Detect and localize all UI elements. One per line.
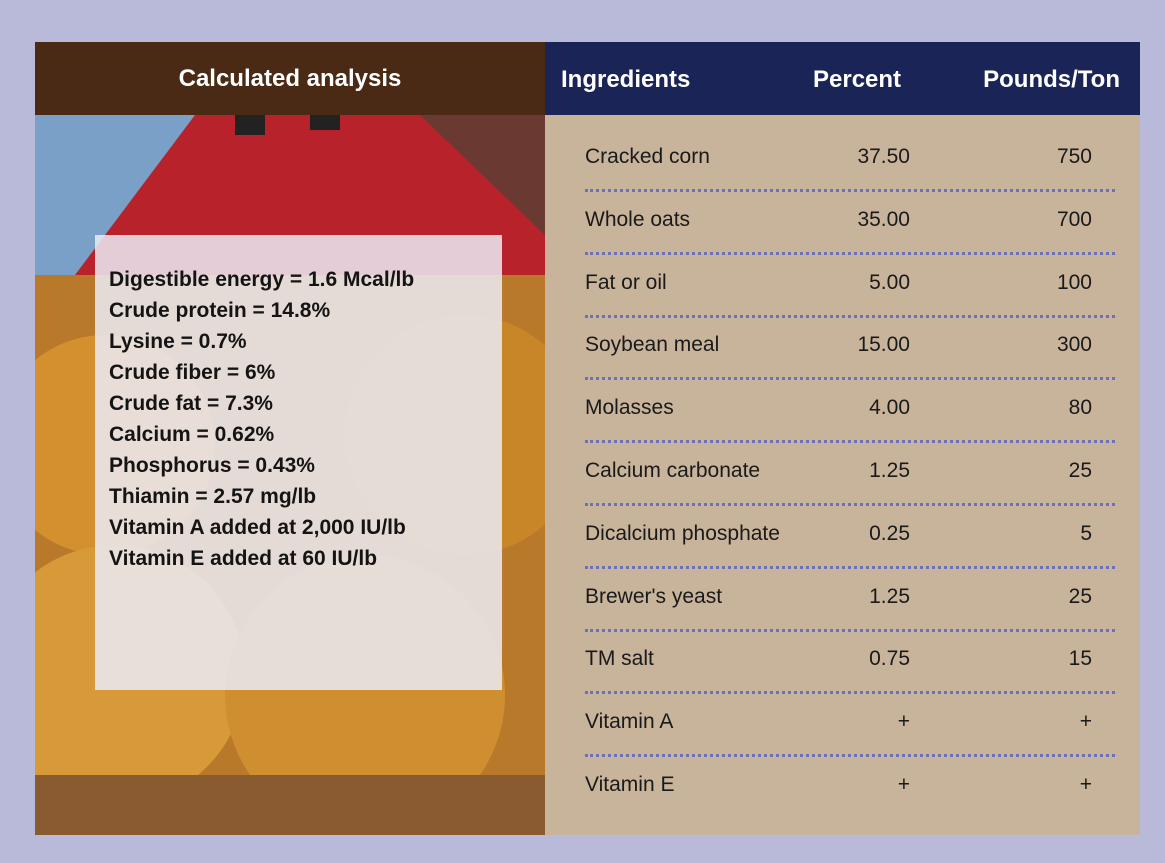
analysis-line: Crude fiber = 6%: [109, 361, 275, 385]
row-divider: [585, 503, 1115, 506]
pounds-per-ton: 80: [1069, 396, 1092, 420]
pounds-per-ton: 5: [1080, 522, 1092, 546]
page: Calculated analysis Digestible energy = …: [0, 0, 1165, 863]
table-body: Cracked corn 37.50 750 Whole oats 35.00 700 Fa…: [545, 115, 1140, 835]
column-header: Pounds/Ton: [983, 66, 1120, 94]
pounds-per-ton: 25: [1069, 585, 1092, 609]
ingredient: Soybean meal: [585, 333, 719, 357]
ingredient: Vitamin E: [585, 773, 675, 797]
percent: 0.25: [869, 522, 910, 546]
pounds-per-ton: 25: [1069, 459, 1092, 483]
percent: 37.50: [857, 145, 910, 169]
analysis-line: Vitamin A added at 2,000 IU/lb: [109, 516, 406, 540]
row-divider: [585, 189, 1115, 192]
analysis-line: Lysine = 0.7%: [109, 330, 247, 354]
percent: 5.00: [869, 271, 910, 295]
ingredient: Brewer's yeast: [585, 585, 722, 609]
percent: 4.00: [869, 396, 910, 420]
ingredient: Cracked corn: [585, 145, 710, 169]
ingredient: Vitamin A: [585, 710, 673, 734]
analysis-title: Calculated analysis: [179, 65, 402, 93]
percent: 15.00: [857, 333, 910, 357]
analysis-line: Vitamin E added at 60 IU/lb: [109, 547, 377, 571]
analysis-line: Crude fat = 7.3%: [109, 392, 273, 416]
pounds-per-ton: 300: [1057, 333, 1092, 357]
column-header: Percent: [813, 66, 901, 94]
ingredient: Whole oats: [585, 208, 690, 232]
pounds-per-ton: 700: [1057, 208, 1092, 232]
pounds-per-ton: +: [1080, 710, 1092, 734]
percent: 1.25: [869, 459, 910, 483]
row-divider: [585, 315, 1115, 318]
pounds-per-ton: 100: [1057, 271, 1092, 295]
row-divider: [585, 754, 1115, 757]
pounds-per-ton: +: [1080, 773, 1092, 797]
ingredient: Fat or oil: [585, 271, 667, 295]
row-divider: [585, 377, 1115, 380]
ingredient: Calcium carbonate: [585, 459, 760, 483]
table-header: Ingredients Percent Pounds/Ton: [545, 42, 1140, 115]
row-divider: [585, 691, 1115, 694]
analysis-box: Digestible energy = 1.6 Mcal/lb Crude pro…: [95, 235, 502, 690]
ingredient: Dicalcium phosphate: [585, 522, 780, 546]
analysis-line: Thiamin = 2.57 mg/lb: [109, 485, 316, 509]
percent: 0.75: [869, 647, 910, 671]
analysis-header: Calculated analysis: [35, 42, 545, 115]
row-divider: [585, 629, 1115, 632]
row-divider: [585, 566, 1115, 569]
percent: 35.00: [857, 208, 910, 232]
percent: +: [898, 710, 910, 734]
analysis-line: Calcium = 0.62%: [109, 423, 274, 447]
ingredient: Molasses: [585, 396, 674, 420]
column-header: Ingredients: [561, 66, 690, 94]
pounds-per-ton: 750: [1057, 145, 1092, 169]
analysis-line: Crude protein = 14.8%: [109, 299, 330, 323]
pounds-per-ton: 15: [1069, 647, 1092, 671]
percent: +: [898, 773, 910, 797]
ingredient: TM salt: [585, 647, 654, 671]
row-divider: [585, 440, 1115, 443]
analysis-line: Digestible energy = 1.6 Mcal/lb: [109, 268, 414, 292]
row-divider: [585, 252, 1115, 255]
analysis-line: Phosphorus = 0.43%: [109, 454, 315, 478]
percent: 1.25: [869, 585, 910, 609]
